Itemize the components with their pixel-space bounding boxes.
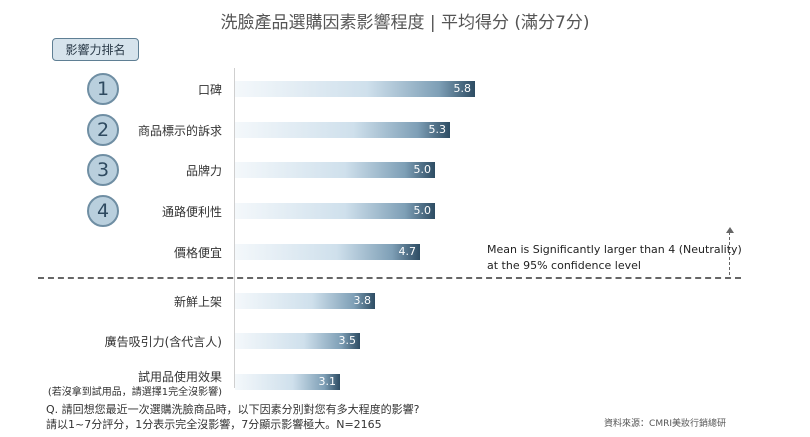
bar [235,203,435,220]
significance-note-line1: Mean is Significantly larger than 4 (Neu… [487,243,742,256]
bar-value-label: 3.1 [318,374,337,388]
bar [235,121,450,138]
question-line-1: Q. 請回想您最近一次選購洗臉商品時，以下因素分別對您有多大程度的影響? [46,403,420,416]
category-note: (若沒拿到試用品，請選擇1完全沒影響) [47,386,222,398]
category-label: 廣告吸引力(含代言人) [104,335,222,350]
bar [235,333,360,350]
bar [235,81,475,97]
category-label: 價格便宜 [173,245,222,260]
rank-circle: 3 [87,154,119,187]
bar [235,292,375,309]
y-axis-line [234,68,235,388]
significance-note: Mean is Significantly larger than 4 (Neu… [487,242,742,274]
rank-badge: 影響力排名 [52,38,139,61]
significance-divider [38,277,741,279]
bar-value-label: 4.7 [398,244,417,258]
bar-value-label: 3.5 [338,334,357,348]
bar [235,243,420,260]
chart-title: 洗臉產品選購因素影響程度 | 平均得分 (滿分7分) [220,13,590,33]
question-line-2: 請以1~7分評分，1分表示完全沒影響，7分顯示影響極大。N=2165 [46,418,382,431]
category-label: 通路便利性 [161,205,222,220]
category-label: 試用品使用效果 [137,369,222,384]
bar-value-label: 5.0 [413,163,432,177]
bar-value-label: 3.8 [353,293,372,307]
bar-value-label: 5.3 [428,122,447,136]
rank-circle: 2 [87,113,119,146]
significance-note-line2: at the 95% confidence level [487,259,641,272]
category-label: 口碑 [197,83,222,97]
bar [235,373,340,390]
category-label: 商品標示的訴求 [137,123,222,138]
bar-value-label: 5.8 [453,82,472,95]
category-label: 新鮮上架 [173,294,222,309]
significance-arrow-line [729,232,730,275]
bar [235,162,435,179]
arrow-up-icon [726,227,734,233]
rank-circle: 4 [87,195,119,228]
bar-value-label: 5.0 [413,204,432,218]
source-note: 資料來源：CMRI美妝行銷總研 [604,419,726,429]
category-label: 品牌力 [185,164,222,179]
rank-circle: 1 [87,73,119,105]
